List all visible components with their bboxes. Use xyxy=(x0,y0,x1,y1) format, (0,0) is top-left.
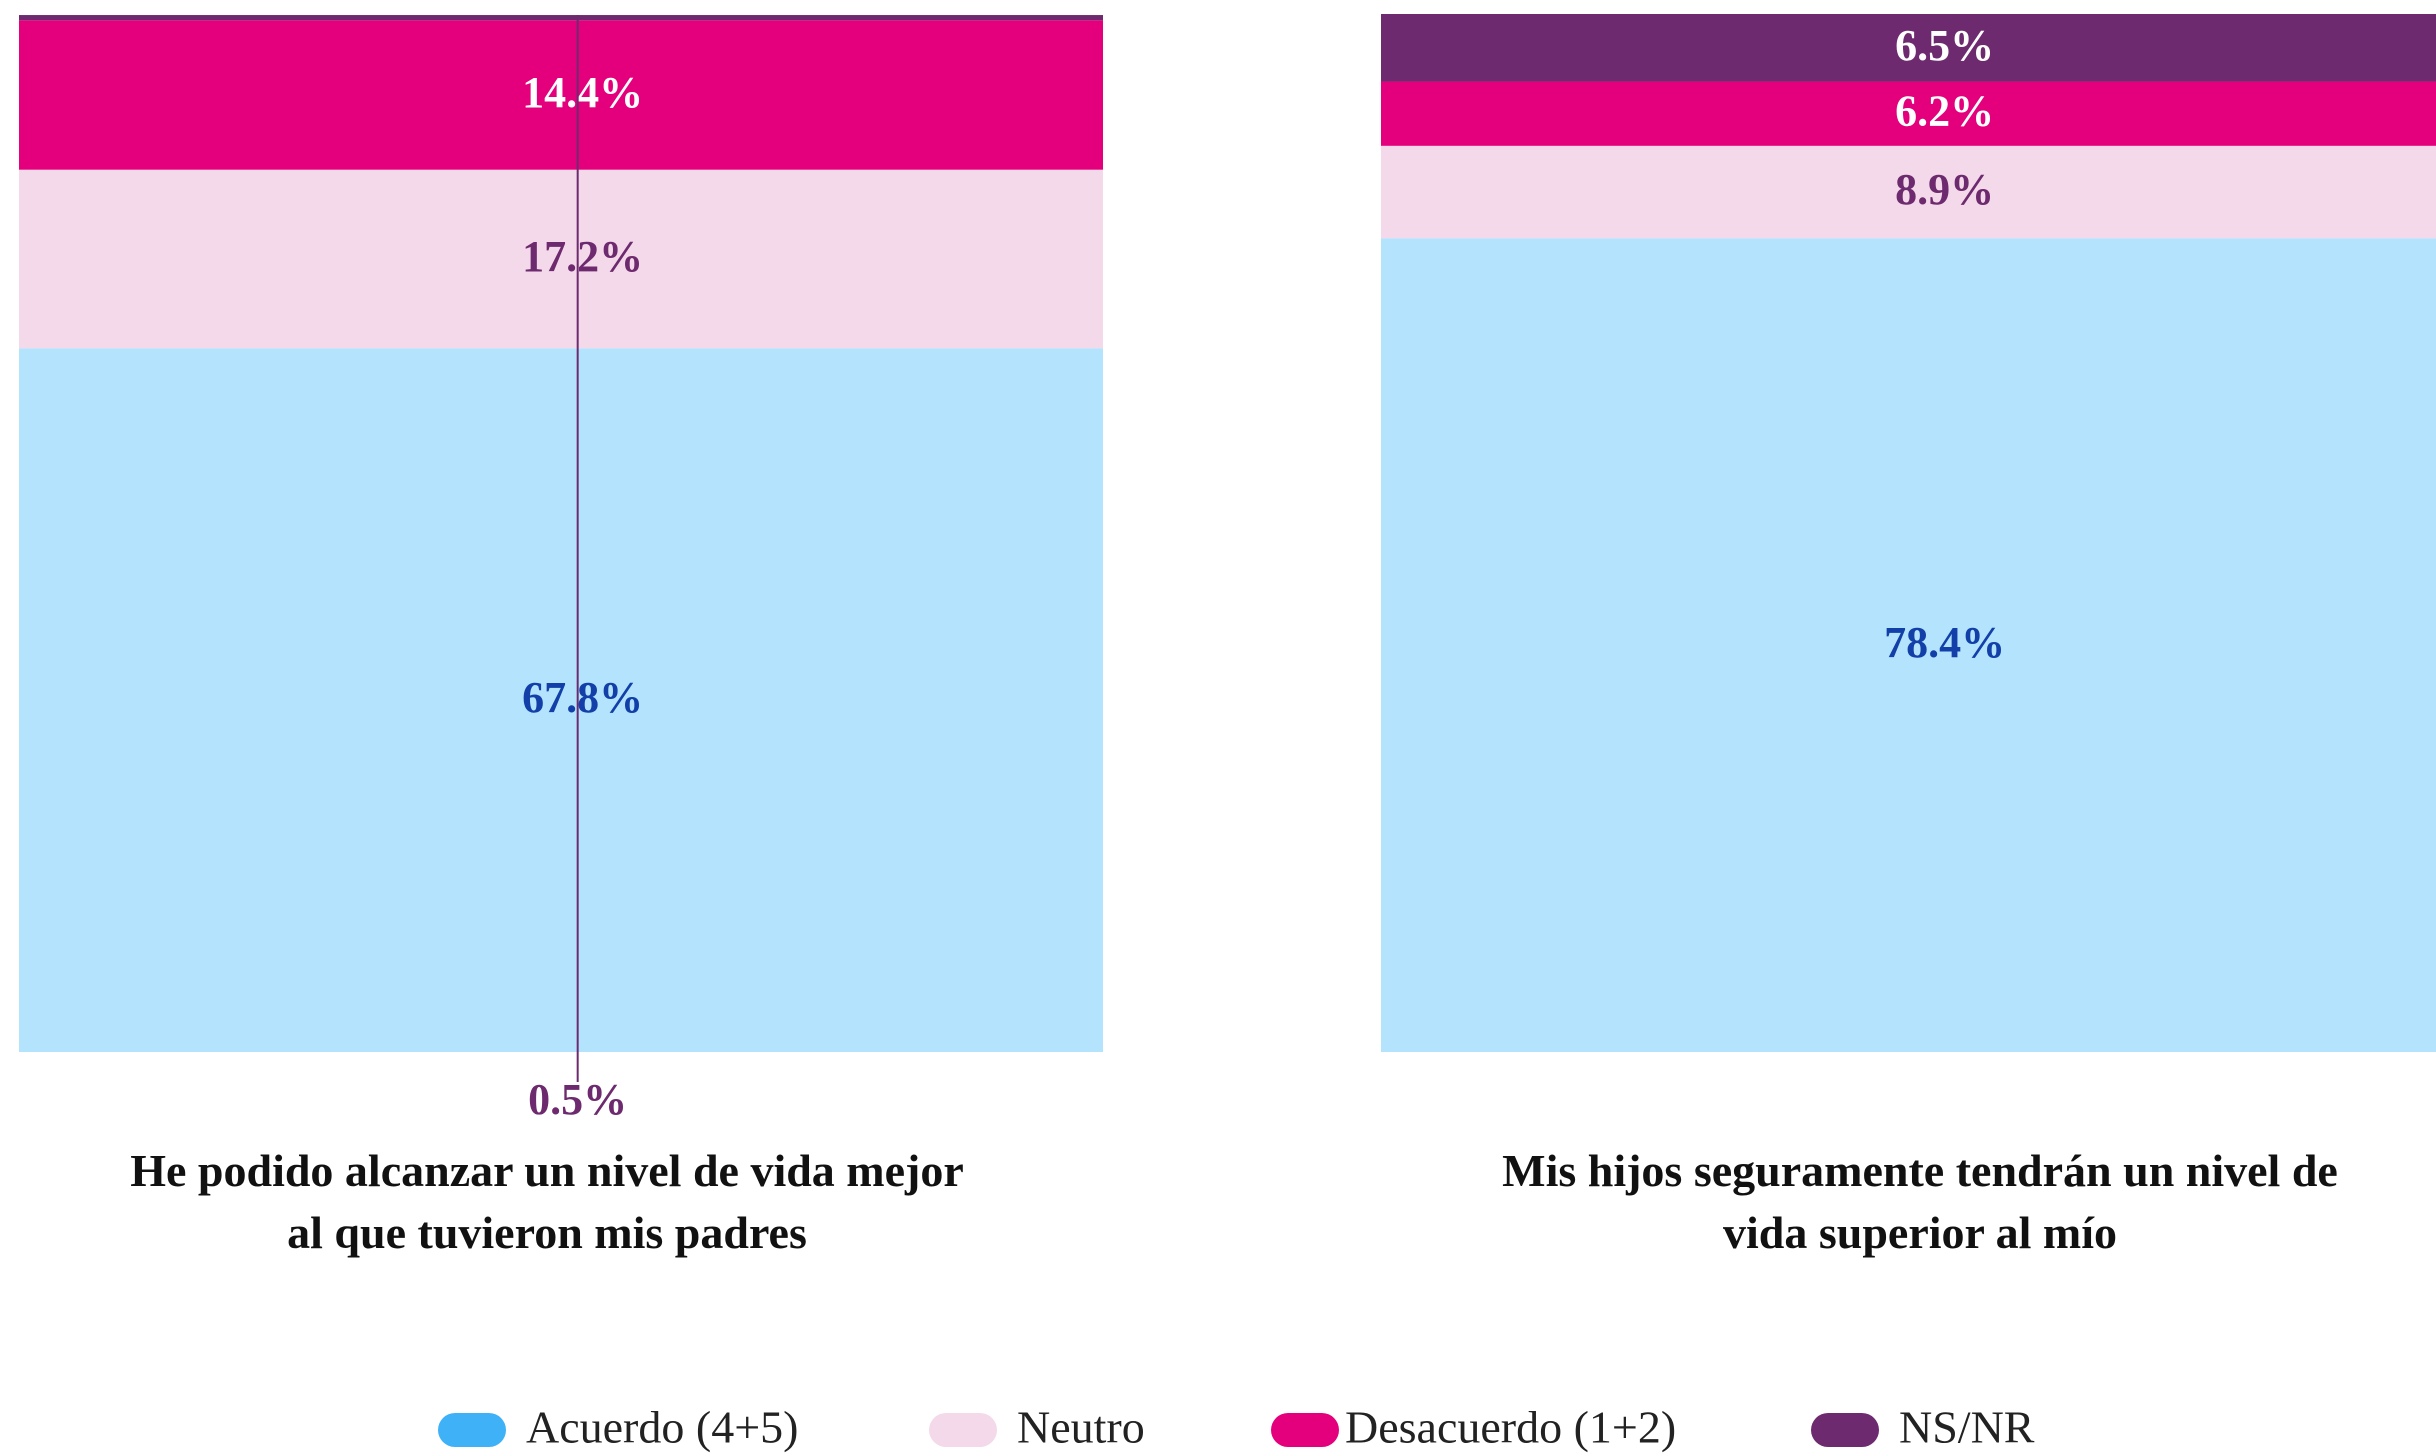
bar-segment xyxy=(1381,14,2436,82)
data-label: 14.4% xyxy=(522,68,643,117)
bar-segment xyxy=(19,169,1103,349)
bar-segment xyxy=(1381,238,2436,1052)
legend-label: Neutro xyxy=(1017,1402,1145,1453)
data-label: 17.2% xyxy=(522,232,643,281)
bar-segment xyxy=(19,20,1103,170)
bar-segment xyxy=(19,15,1103,21)
category-label: He podido alcanzar un nivel de vida mejo… xyxy=(130,1145,964,1258)
legend-swatch xyxy=(438,1413,506,1447)
legend-swatch xyxy=(1271,1413,1339,1447)
data-label: 67.8% xyxy=(522,673,643,722)
legend-label: NS/NR xyxy=(1899,1402,2035,1453)
bar-segment xyxy=(19,348,1103,1053)
legend-label: Desacuerdo (1+2) xyxy=(1345,1402,1676,1453)
bar-segment xyxy=(1381,81,2436,146)
legend-swatch xyxy=(929,1413,997,1447)
data-label: 6.5% xyxy=(1895,21,1994,70)
data-label: 6.2% xyxy=(1895,87,1994,136)
category-label: Mis hijos seguramente tendrán un nivel d… xyxy=(1502,1145,2338,1258)
data-label: 78.4% xyxy=(1884,618,2005,667)
legend-label: Acuerdo (4+5) xyxy=(526,1402,798,1453)
bar-segment xyxy=(1381,145,2436,239)
legend-swatch xyxy=(1811,1413,1879,1447)
data-label: 8.9% xyxy=(1895,165,1994,214)
data-label: 0.5% xyxy=(528,1075,627,1124)
